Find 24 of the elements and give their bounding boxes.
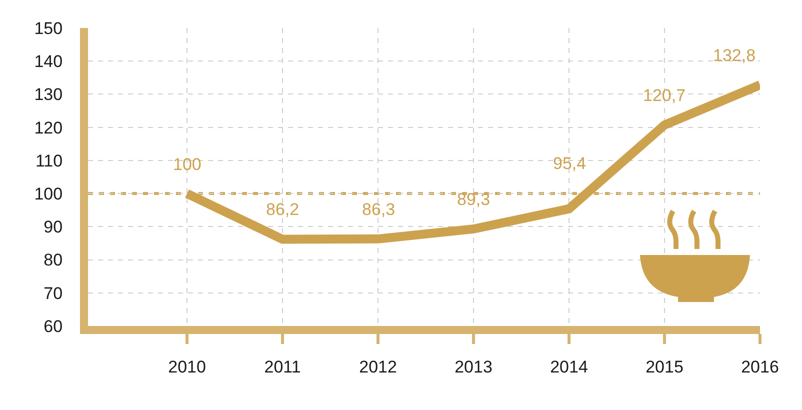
- x-tick-label: 2016: [741, 357, 779, 376]
- data-label: 120,7: [643, 86, 686, 105]
- y-tick-label: 120: [34, 118, 63, 138]
- y-tick-label: 130: [34, 85, 63, 104]
- y-tick-label: 150: [34, 18, 63, 38]
- data-label: 95,4: [553, 154, 586, 173]
- y-tick-label: 70: [44, 284, 63, 303]
- data-label: 89,3: [457, 190, 490, 209]
- y-tick-label: 140: [34, 52, 63, 72]
- x-tick-label: 2012: [359, 357, 397, 376]
- x-tick-label: 2011: [264, 357, 301, 376]
- y-tick-label: 80: [44, 250, 63, 270]
- x-tick-label: 2013: [454, 357, 492, 376]
- data-label: 86,2: [266, 200, 300, 219]
- x-tick-label: 2015: [646, 357, 684, 376]
- y-tick-label: 110: [35, 151, 63, 170]
- y-tick-label: 90: [44, 218, 63, 237]
- data-label: 100: [173, 155, 202, 174]
- y-tick-label: 100: [34, 184, 63, 204]
- x-tick-label: 2014: [550, 357, 588, 376]
- x-tick-label: 2010: [168, 357, 206, 376]
- data-label: 132,8: [713, 46, 756, 65]
- data-label: 86,3: [362, 200, 396, 219]
- y-tick-label: 60: [44, 316, 63, 336]
